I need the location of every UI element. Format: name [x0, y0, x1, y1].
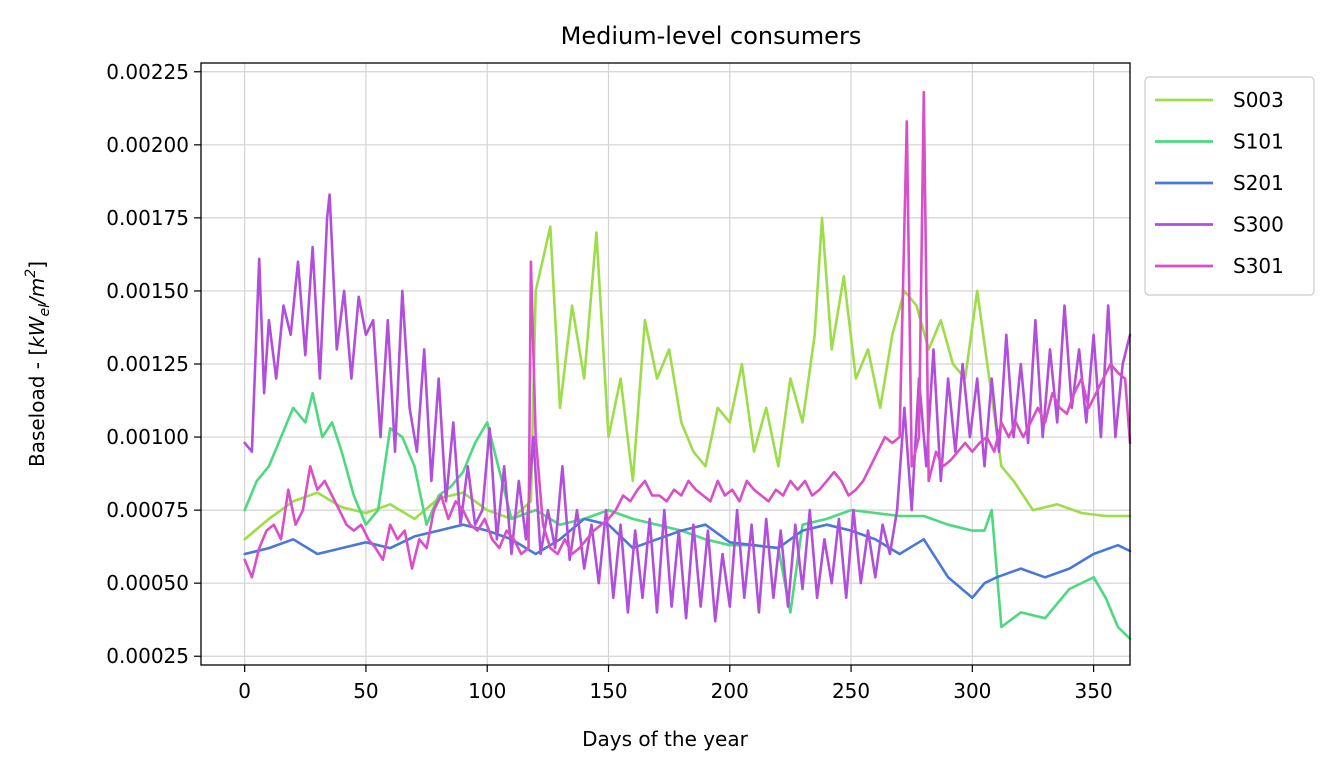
x-tick-label: 300 [953, 679, 991, 703]
series-line-s101 [243, 391, 1132, 641]
x-tick-label: 350 [1075, 679, 1113, 703]
legend-label-s301: S301 [1233, 254, 1284, 278]
y-axis: 0.00025 0.00050 0.00075 0.00100 0.00125 0.001… [106, 60, 201, 668]
legend-label-s101: S101 [1233, 130, 1284, 154]
plot-lines [243, 90, 1132, 641]
x-axis: 0 50 100 150 200 250 300 350 [238, 665, 1113, 703]
y-tick-label: 0.00225 [106, 60, 189, 84]
y-tick-label: 0.00050 [106, 571, 189, 595]
x-axis-label: Days of the year [582, 727, 748, 751]
chart-title: Medium-level consumers [561, 22, 862, 50]
x-tick-label: 150 [589, 679, 627, 703]
legend-label-s300: S300 [1233, 213, 1284, 237]
y-tick-label: 0.00175 [106, 206, 189, 230]
legend-box [1144, 76, 1315, 296]
y-tick-label: 0.00025 [106, 644, 189, 668]
y-tick-label: 0.00150 [106, 279, 189, 303]
legend-label-s201: S201 [1233, 171, 1284, 195]
legend: S003 S101 S201 S300 S301 [1144, 76, 1315, 296]
x-tick-label: 250 [832, 679, 870, 703]
series-line-s301 [243, 90, 1132, 579]
y-tick-label: 0.00075 [106, 498, 189, 522]
x-tick-label: 50 [353, 679, 378, 703]
y-tick-label: 0.00125 [106, 352, 189, 376]
x-tick-label: 0 [238, 679, 251, 703]
series-line-s201 [243, 517, 1132, 600]
y-tick-label: 0.00200 [106, 133, 189, 157]
y-axis-label: Baseload - [kWel/m2] [23, 261, 53, 467]
series-line-s300 [243, 193, 1132, 623]
y-tick-label: 0.00100 [106, 425, 189, 449]
x-tick-label: 200 [711, 679, 749, 703]
legend-label-s003: S003 [1233, 88, 1284, 112]
x-tick-label: 100 [468, 679, 506, 703]
series-line-s003 [243, 216, 1132, 541]
